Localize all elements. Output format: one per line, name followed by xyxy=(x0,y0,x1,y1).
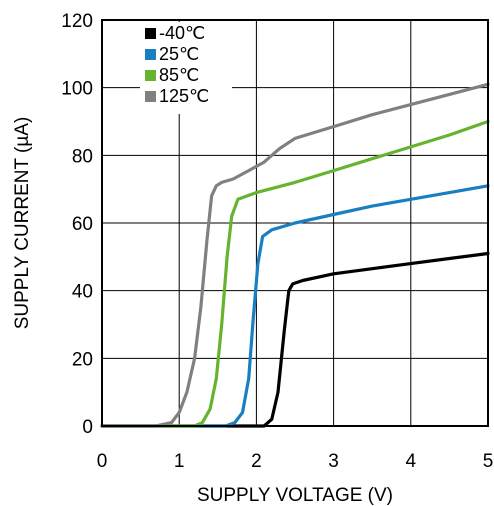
y-tick-label: 120 xyxy=(61,11,93,32)
legend-label-3: 125℃ xyxy=(159,86,209,106)
x-tick-label: 2 xyxy=(251,451,262,472)
tick-labels: 0 1 2 3 4 5 0 20 40 60 80 100 120 xyxy=(61,11,493,472)
legend-label-0: -40℃ xyxy=(159,23,205,43)
series-line-0 xyxy=(100,251,490,428)
y-tick-label: 80 xyxy=(72,146,93,167)
y-tick-label: 60 xyxy=(72,214,93,235)
legend-label-1: 25℃ xyxy=(159,44,199,64)
y-tick-label: 20 xyxy=(72,349,93,370)
y-tick-label: 40 xyxy=(72,282,93,303)
legend-swatch-3 xyxy=(145,91,156,102)
x-tick-label: 4 xyxy=(406,451,417,472)
legend-label-2: 85℃ xyxy=(159,65,199,85)
x-tick-label: 5 xyxy=(483,451,494,472)
series-line-3 xyxy=(100,82,490,428)
series-line-2 xyxy=(100,119,490,428)
y-axis-title: SUPPLY CURRENT (µA) xyxy=(12,117,33,330)
x-tick-label: 1 xyxy=(174,451,185,472)
series-line-1 xyxy=(100,184,490,428)
legend-swatch-1 xyxy=(145,49,156,60)
x-tick-label: 3 xyxy=(328,451,339,472)
y-tick-label: 0 xyxy=(82,417,93,438)
y-tick-label: 100 xyxy=(61,79,93,100)
legend-swatch-2 xyxy=(145,70,156,81)
series-lines xyxy=(100,82,490,428)
grid xyxy=(102,20,488,426)
plot-frame xyxy=(101,19,489,427)
x-tick-label: 0 xyxy=(97,451,108,472)
legend-swatch-0 xyxy=(145,28,156,39)
x-axis-title: SUPPLY VOLTAGE (V) xyxy=(197,485,393,506)
